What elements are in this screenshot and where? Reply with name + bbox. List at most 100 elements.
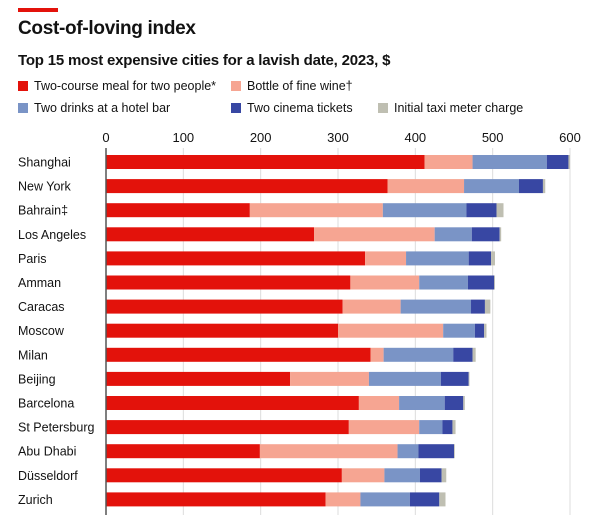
x-tick-label: 500	[482, 130, 504, 145]
x-tick-label: 600	[559, 130, 581, 145]
bar-segment	[496, 203, 504, 218]
legend-swatch	[378, 103, 388, 113]
bar-segment	[419, 275, 468, 290]
city-label: Paris	[18, 252, 46, 266]
bar-segment	[106, 444, 260, 459]
bar-segment	[290, 371, 369, 386]
bar-segment	[454, 444, 455, 459]
legend-swatch	[231, 103, 241, 113]
bar-segment	[442, 420, 453, 435]
bar-segment	[409, 492, 440, 507]
bar-segment	[397, 444, 419, 459]
bar-segment	[106, 420, 349, 435]
city-label: Caracas	[18, 300, 65, 314]
bar-segment	[440, 371, 469, 386]
bar-segment	[568, 155, 570, 169]
bar-segment	[106, 155, 425, 169]
x-tick-label: 200	[250, 130, 272, 145]
bar-segment	[443, 323, 475, 338]
legend-label: Bottle of fine wine†	[247, 79, 353, 93]
legend-swatch	[18, 103, 28, 113]
bar-segment	[387, 179, 465, 194]
bar-segment	[106, 251, 366, 266]
legend-item: Two-course meal for two people*	[18, 79, 216, 93]
legend-label: Two drinks at a hotel bar	[34, 101, 171, 115]
bar-segment	[365, 251, 407, 266]
bar-segment	[468, 371, 470, 386]
bar-segment	[106, 203, 250, 218]
bar-segment	[370, 347, 384, 362]
bar-segment	[518, 179, 543, 194]
city-label: New York	[18, 180, 72, 194]
legend-label: Initial taxi meter charge	[394, 101, 524, 115]
bar-segment	[341, 468, 385, 483]
legend-swatch	[231, 81, 241, 91]
bar-segment	[106, 275, 351, 290]
bar-segment	[384, 468, 420, 483]
city-label: Bahrain‡	[18, 204, 68, 218]
bar-segment	[467, 275, 495, 290]
bar-segment	[494, 275, 495, 290]
bar-segment	[314, 227, 435, 242]
bar-segment	[542, 179, 546, 194]
bar-segment	[472, 155, 547, 169]
bar-segment	[360, 492, 410, 507]
bar-segment	[400, 299, 472, 314]
bar-segment	[471, 227, 500, 242]
bar-segment	[325, 492, 361, 507]
bar-segment	[441, 468, 447, 483]
bar-segment	[249, 203, 383, 218]
bar-segment	[338, 323, 444, 338]
city-label: Barcelona	[18, 397, 74, 411]
city-label: Zurich	[18, 493, 53, 507]
legend-item: Two cinema tickets	[231, 101, 353, 115]
city-label: Moscow	[18, 324, 65, 338]
accent-bar	[18, 8, 58, 12]
bar-segment	[491, 251, 495, 266]
bar-segment	[453, 347, 473, 362]
city-label: Abu Dhabi	[18, 445, 76, 459]
bar-segment	[452, 420, 456, 435]
bar-segment	[484, 299, 491, 314]
legend-label: Two-course meal for two people*	[34, 79, 217, 93]
bar-segment	[106, 179, 388, 194]
bar-segment	[471, 299, 485, 314]
bar-segment	[106, 371, 291, 386]
bar-segment	[348, 420, 420, 435]
x-tick-label: 100	[172, 130, 194, 145]
bar-segment	[424, 155, 473, 169]
bar-segment	[546, 155, 569, 169]
bar-segment	[466, 203, 497, 218]
x-tick-label: 0	[102, 130, 109, 145]
bar-segment	[383, 347, 454, 362]
city-label: Shanghai	[18, 156, 71, 170]
bar-segment	[439, 492, 446, 507]
bar-segment	[463, 396, 465, 410]
bar-segment	[106, 347, 371, 362]
bar-segment	[464, 179, 519, 194]
x-tick-label: 300	[327, 130, 349, 145]
city-label: Beijing	[18, 372, 56, 386]
bar-segment	[106, 323, 338, 338]
chart-title: Cost-of-loving index	[18, 18, 196, 39]
bar-segment	[468, 251, 492, 266]
bar-segment	[106, 492, 326, 507]
city-label: St Petersburg	[18, 421, 94, 435]
legend-item: Bottle of fine wine†	[231, 79, 353, 93]
bar-segment	[259, 444, 398, 459]
legend-item: Two drinks at a hotel bar	[18, 101, 170, 115]
bar-segment	[368, 371, 441, 386]
city-label: Amman	[18, 276, 61, 290]
bar-segment	[419, 468, 442, 483]
bar-segment	[472, 347, 476, 362]
bar-segment	[106, 227, 315, 242]
bar-segment	[406, 251, 469, 266]
legend-item: Initial taxi meter charge	[378, 101, 523, 115]
bar-segment	[499, 227, 502, 242]
chart-subtitle: Top 15 most expensive cities for a lavis…	[18, 52, 391, 69]
bar-segment	[419, 420, 443, 435]
bar-segment	[350, 275, 420, 290]
bar-segment	[484, 323, 487, 338]
bar-segment	[434, 227, 472, 242]
